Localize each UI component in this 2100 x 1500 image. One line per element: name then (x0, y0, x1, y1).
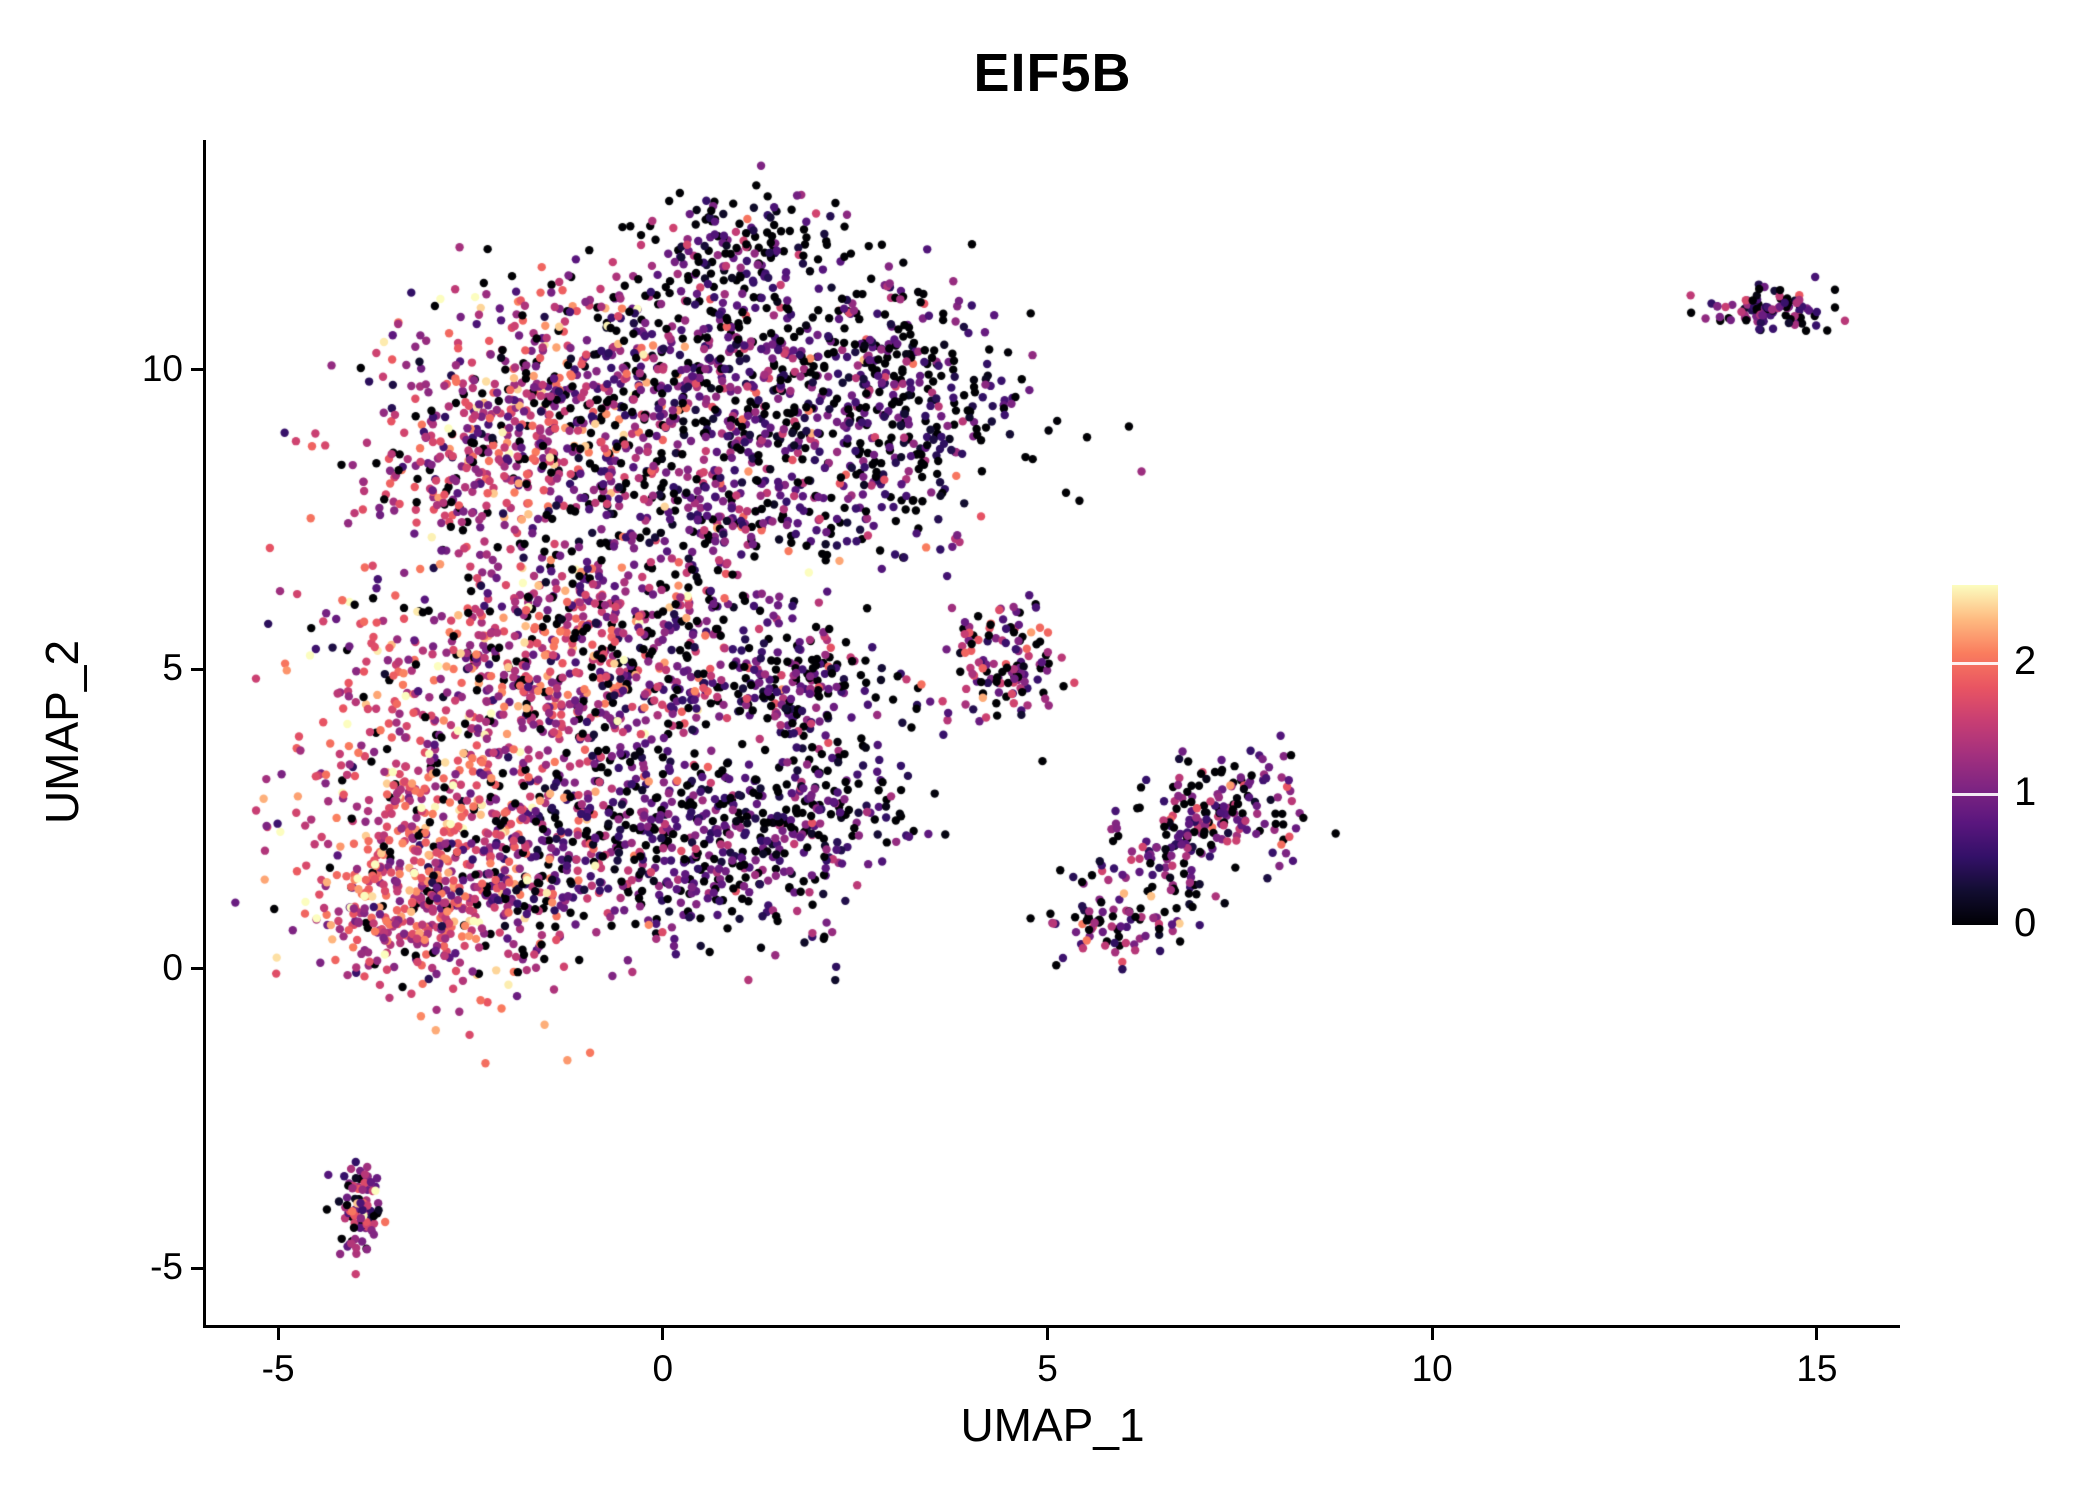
x-tick-label: 0 (652, 1348, 674, 1389)
x-tick-mark (661, 1326, 665, 1340)
x-tick-label: 5 (1037, 1348, 1058, 1389)
x-tick-label: -5 (261, 1348, 295, 1389)
y-tick-label: 10 (141, 347, 183, 389)
colorbar-tick-label: 0 (2014, 901, 2037, 945)
y-tick-label: 0 (162, 946, 183, 988)
y-tick-mark (191, 667, 205, 671)
x-axis-line (203, 1325, 1900, 1328)
x-axis-title: UMAP_1 (960, 1399, 1145, 1451)
y-tick-label: 5 (162, 647, 183, 689)
colorbar-tick-label: 2 (2014, 639, 2037, 684)
chart-title: EIF5B (973, 43, 1132, 103)
colorbar (1952, 585, 1998, 925)
x-tick-mark (1430, 1326, 1434, 1340)
x-tick-label: 15 (1796, 1348, 1838, 1389)
y-tick-label: -5 (150, 1246, 183, 1288)
x-tick-mark (1815, 1326, 1819, 1340)
y-tick-mark (191, 967, 205, 971)
scatter-plot-canvas (205, 140, 1900, 1325)
colorbar-tick-mark (1952, 792, 1998, 796)
colorbar-tick-mark (1952, 661, 1998, 665)
x-tick-mark (276, 1326, 280, 1340)
y-tick-mark (191, 368, 205, 372)
y-axis-line (203, 140, 206, 1328)
colorbar-tick-label: 1 (2014, 770, 2037, 815)
x-tick-mark (1045, 1326, 1049, 1340)
x-tick-label: 10 (1411, 1348, 1453, 1389)
y-tick-mark (191, 1266, 205, 1270)
